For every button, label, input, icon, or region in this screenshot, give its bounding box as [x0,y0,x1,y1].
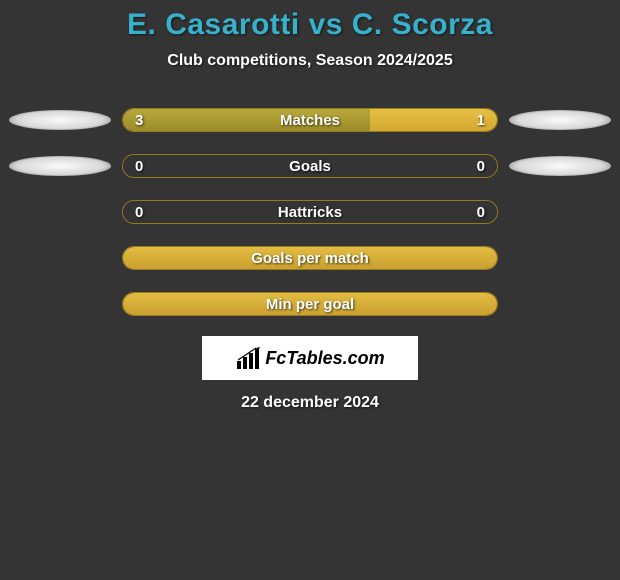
stat-row: Matches3 1 [6,108,614,132]
shadow-ellipse-icon [509,156,611,176]
stat-bar: Goals per match [122,246,498,270]
stat-label: Goals [123,155,497,177]
date-label: 22 december 2024 [0,394,620,412]
stat-value-right: 0 [477,201,485,223]
stat-label: Hattricks [123,201,497,223]
player-shadow-right [506,108,614,132]
player-shadow-right [506,154,614,178]
stat-bar: Matches3 1 [122,108,498,132]
stat-rows: Matches31Goals00Hattricks00Goals per mat… [0,108,620,316]
stat-bar: Min per goal [122,292,498,316]
stat-value-left: 0 [135,201,143,223]
stat-label: Matches [123,109,497,131]
shadow-ellipse-icon [509,110,611,130]
comparison-widget: E. Casarotti vs C. Scorza Club competiti… [0,0,620,412]
stat-row: Goals per match [6,246,614,270]
logo-chart-icon [235,347,261,369]
stat-value-left: 3 [135,109,143,131]
stat-label: Min per goal [123,293,497,315]
player-shadow-left [6,246,114,270]
shadow-ellipse-icon [9,156,111,176]
stat-bar: Goals0 0 [122,154,498,178]
stat-row: Goals0 0 [6,154,614,178]
stat-value-right: 0 [477,155,485,177]
stat-value-left: 0 [135,155,143,177]
shadow-ellipse-icon [9,110,111,130]
player-shadow-left [6,292,114,316]
player-shadow-right [506,292,614,316]
logo-text: FcTables.com [265,348,384,369]
stat-value-right: 1 [477,109,485,131]
player-shadow-left [6,154,114,178]
stat-bar: Hattricks0 0 [122,200,498,224]
stat-label: Goals per match [123,247,497,269]
subtitle: Club competitions, Season 2024/2025 [0,52,620,70]
stat-row: Min per goal [6,292,614,316]
player-shadow-right [506,246,614,270]
stat-row: Hattricks0 0 [6,200,614,224]
player-shadow-left [6,108,114,132]
player-shadow-left [6,200,114,224]
site-logo[interactable]: FcTables.com [202,336,418,380]
page-title: E. Casarotti vs C. Scorza [0,8,620,42]
player-shadow-right [506,200,614,224]
